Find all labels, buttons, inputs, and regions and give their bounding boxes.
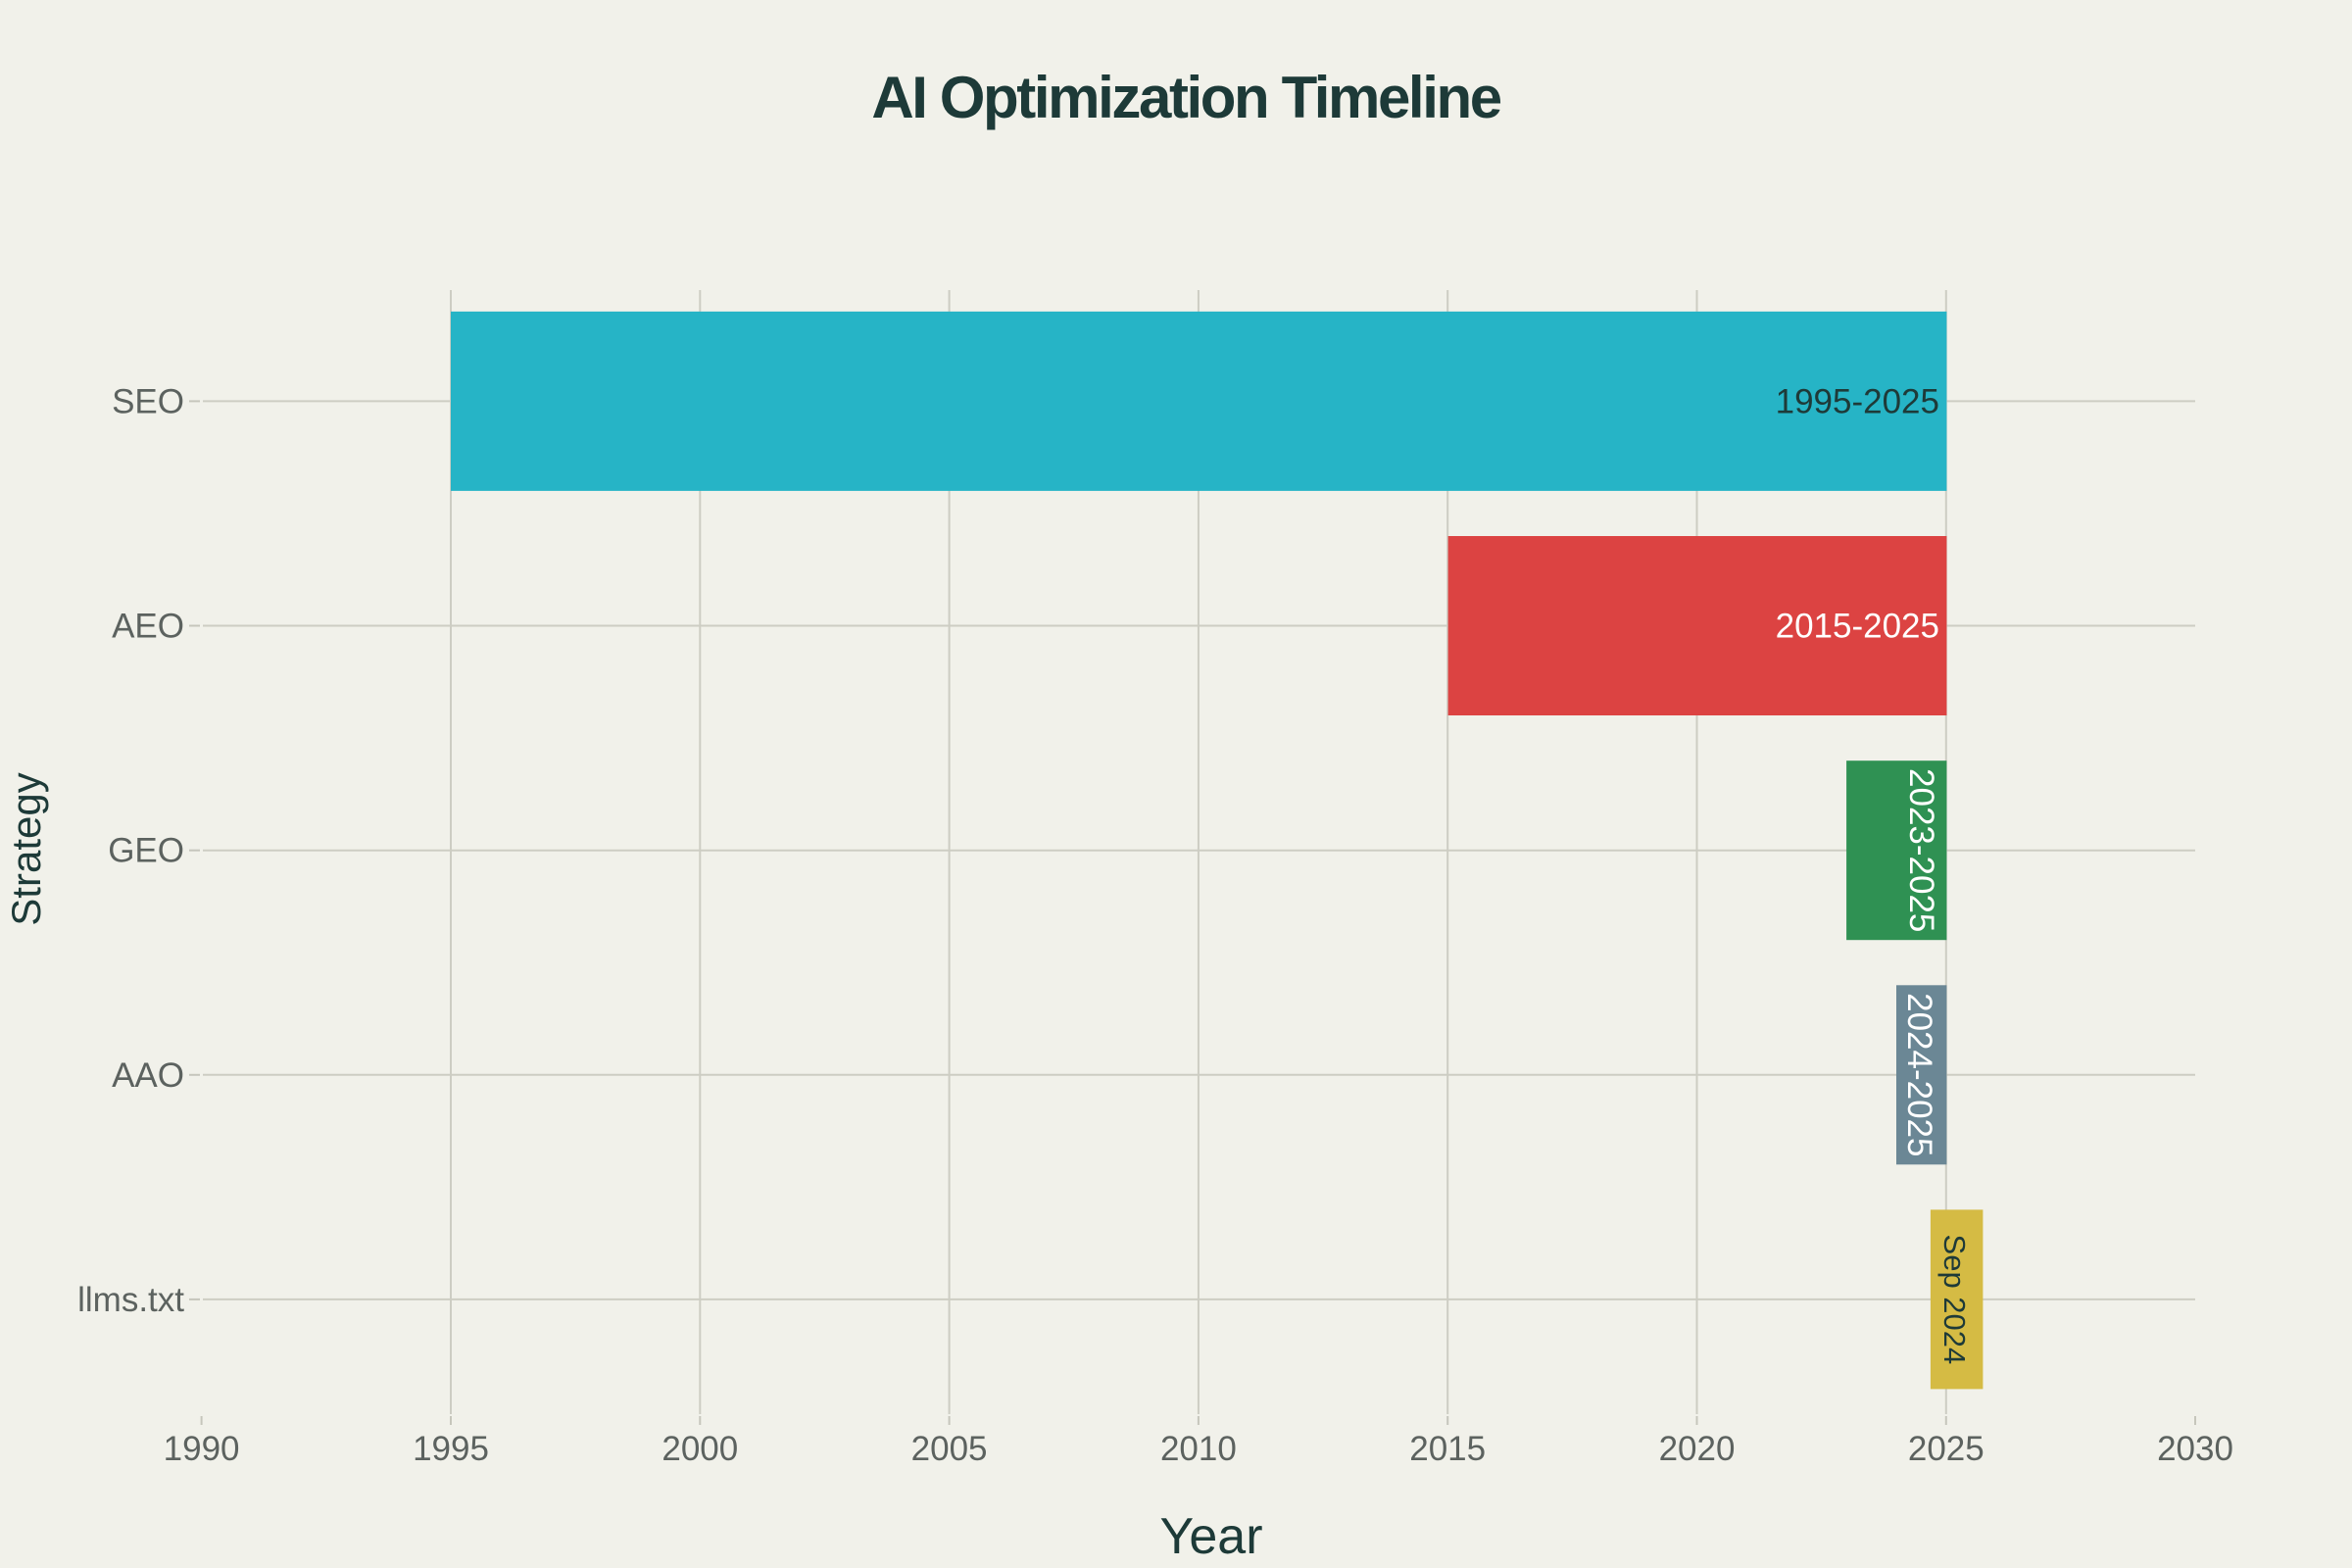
svg-text:llms.txt: llms.txt	[77, 1281, 184, 1319]
svg-text:Year: Year	[1159, 1508, 1262, 1565]
svg-text:1995: 1995	[413, 1430, 489, 1468]
svg-text:2024-2025: 2024-2025	[1900, 993, 1938, 1156]
svg-text:2030: 2030	[2157, 1430, 2233, 1468]
svg-text:2010: 2010	[1160, 1430, 1237, 1468]
svg-text:2020: 2020	[1659, 1430, 1736, 1468]
svg-text:GEO: GEO	[108, 832, 184, 870]
svg-text:2000: 2000	[662, 1430, 738, 1468]
svg-text:2025: 2025	[1908, 1430, 1984, 1468]
svg-text:2015-2025: 2015-2025	[1776, 608, 1939, 646]
svg-text:2015: 2015	[1409, 1430, 1486, 1468]
svg-text:AAO: AAO	[112, 1056, 184, 1095]
svg-text:Sep 2024: Sep 2024	[1937, 1235, 1972, 1365]
svg-text:1990: 1990	[164, 1430, 240, 1468]
svg-text:AEO: AEO	[112, 608, 184, 646]
svg-text:SEO: SEO	[112, 382, 184, 420]
svg-text:2005: 2005	[911, 1430, 988, 1468]
svg-text:Strategy: Strategy	[3, 772, 49, 925]
svg-text:1995-2025: 1995-2025	[1776, 382, 1939, 420]
svg-text:2023-2025: 2023-2025	[1902, 768, 1940, 932]
svg-text:AI Optimization Timeline: AI Optimization Timeline	[871, 65, 1500, 130]
